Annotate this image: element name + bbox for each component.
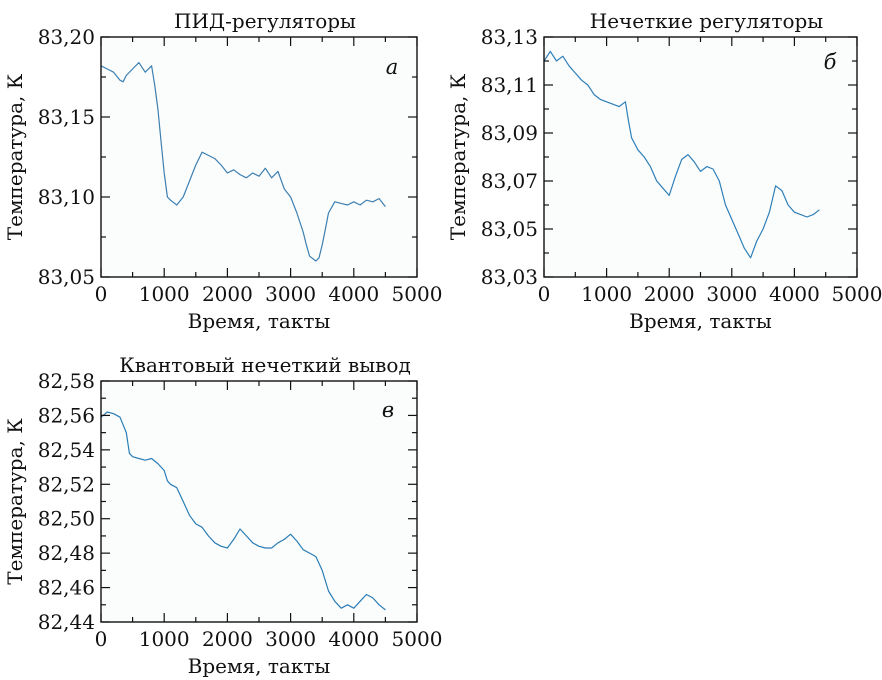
y-axis-label: Температура, К <box>446 73 470 240</box>
y-tick-label: 83,20 <box>38 25 95 49</box>
y-tick-label: 83,07 <box>481 169 538 193</box>
y-tick-label: 82,52 <box>38 472 95 496</box>
x-tick-label: 1000 <box>139 282 190 306</box>
series-line <box>543 50 820 259</box>
plot-area <box>101 37 417 277</box>
chart-panel-1: 0 1000 2000 3000 4000 5000 83,05 83,10 83,15 83,2… <box>3 9 442 333</box>
x-tick-label: 1000 <box>581 282 632 306</box>
y-tick-label: 83,10 <box>38 185 95 209</box>
y-tick-label: 82,48 <box>38 541 95 565</box>
x-tick-label: 2000 <box>202 282 253 306</box>
plot-area <box>101 381 417 622</box>
chart-title: Нечеткие регуляторы <box>590 9 824 33</box>
y-tick-label: 83,15 <box>38 105 95 129</box>
x-tick-label: 2000 <box>202 627 253 651</box>
y-tick-label: 82,50 <box>38 507 95 531</box>
x-tick-label: 4000 <box>328 282 379 306</box>
panel-letter: в <box>382 398 394 422</box>
chart-panel-3: 0 1000 2000 3000 4000 5000 82,44 82,46 82,48 82,5… <box>3 353 442 678</box>
x-axis-label: Время, такты <box>629 309 772 333</box>
y-axis-label: Температура, К <box>3 73 27 240</box>
y-tick-label: 82,44 <box>38 610 95 634</box>
y-tick-label: 83,05 <box>481 217 538 241</box>
series-line <box>100 61 386 262</box>
x-tick-label: 0 <box>538 282 551 306</box>
x-tick-label: 3000 <box>706 282 757 306</box>
y-tick-label: 82,54 <box>38 438 95 462</box>
x-tick-label: 0 <box>95 627 108 651</box>
x-tick-label: 5000 <box>392 627 443 651</box>
x-tick-label: 4000 <box>769 282 820 306</box>
y-tick-label: 83,11 <box>481 73 538 97</box>
panel-letter: б <box>824 50 837 74</box>
panel-letter: а <box>386 55 399 79</box>
y-axis-label: Температура, К <box>3 418 27 585</box>
x-tick-label: 1000 <box>139 627 190 651</box>
chart-title: Квантовый нечеткий вывод <box>119 353 411 377</box>
x-tick-label: 4000 <box>328 627 379 651</box>
x-tick-label: 0 <box>95 282 108 306</box>
y-tick-label: 83,09 <box>481 121 538 145</box>
x-tick-label: 3000 <box>265 282 316 306</box>
y-tick-label: 83,05 <box>38 265 95 289</box>
x-tick-label: 5000 <box>392 282 443 306</box>
y-tick-label: 82,56 <box>38 403 95 427</box>
y-tick-label: 82,46 <box>38 576 95 600</box>
chart-title: ПИД-регуляторы <box>174 9 356 33</box>
x-axis-label: Время, такты <box>188 309 331 333</box>
y-tick-label: 82,58 <box>38 369 95 393</box>
x-tick-label: 5000 <box>832 282 882 306</box>
y-tick-label: 83,03 <box>481 265 538 289</box>
plot-area <box>544 37 857 277</box>
series-line <box>100 411 386 611</box>
y-tick-label: 83,13 <box>481 25 538 49</box>
x-tick-label: 2000 <box>644 282 695 306</box>
x-tick-label: 3000 <box>265 627 316 651</box>
chart-panel-2: 0 1000 2000 3000 4000 5000 83,03 83,05 83,07 83,0… <box>446 9 882 333</box>
x-axis-label: Время, такты <box>188 654 331 678</box>
